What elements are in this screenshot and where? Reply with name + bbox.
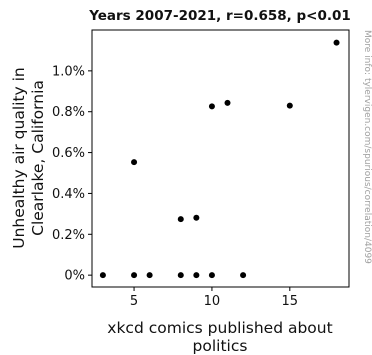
data-point	[177, 216, 184, 223]
data-point	[224, 99, 231, 106]
x-axis-label-line-2: politics	[193, 337, 248, 355]
y-tick-label: 1.0%	[52, 64, 85, 79]
x-tick-label: 5	[130, 294, 138, 309]
data-point	[286, 102, 293, 109]
y-axis-label-line-1: Unhealthy air quality in	[10, 67, 28, 249]
data-point	[208, 272, 215, 279]
source-note: More info: tylervigen.com/spurious/corre…	[362, 30, 372, 264]
y-tick-label: 0.6%	[52, 146, 85, 161]
data-point	[177, 272, 184, 279]
data-point	[240, 272, 247, 279]
data-point	[146, 272, 153, 279]
y-tick-label: 0%	[64, 269, 85, 284]
data-points	[99, 39, 340, 279]
x-tick-label: 15	[282, 294, 299, 309]
data-point	[193, 272, 200, 279]
chart-title: Years 2007-2021, r=0.658, p<0.01	[88, 8, 351, 24]
plot-area	[91, 29, 350, 288]
data-point	[208, 103, 215, 110]
y-axis-title: Unhealthy air quality in Clearlake, Cali…	[10, 67, 47, 249]
x-axis: 5 10 15	[130, 287, 298, 309]
data-point	[131, 159, 138, 166]
data-point	[131, 272, 138, 279]
y-tick-label: 0.2%	[52, 228, 85, 243]
y-tick-label: 0.4%	[52, 187, 85, 202]
y-axis-label-line-2: Clearlake, California	[29, 80, 47, 236]
y-axis: 0% 0.2% 0.4% 0.6% 0.8% 1.0%	[52, 64, 92, 284]
y-tick-label: 0.8%	[52, 105, 85, 120]
data-point	[193, 214, 200, 221]
data-point	[333, 39, 340, 46]
x-axis-label-line-1: xkcd comics published about	[107, 319, 332, 337]
data-point	[99, 272, 106, 279]
x-tick-label: 10	[204, 294, 221, 309]
